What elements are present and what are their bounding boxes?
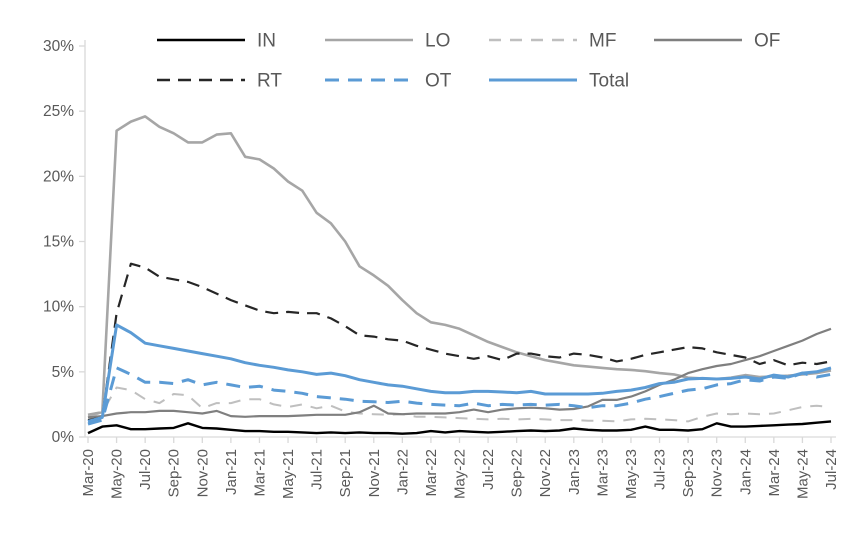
- legend-label-Total: Total: [589, 71, 629, 92]
- x-axis-tick-label: May-22: [452, 449, 469, 499]
- x-axis-tick-label: Nov-21: [366, 449, 383, 497]
- legend-label-OT: OT: [425, 71, 452, 92]
- x-axis-tick-label: Jul-23: [652, 449, 669, 490]
- y-axis-tick-label: 30%: [43, 38, 74, 55]
- x-axis-tick-label: Sep-20: [166, 449, 183, 497]
- x-axis-tick-label: Jan-22: [394, 449, 411, 495]
- y-axis-tick-label: 10%: [43, 299, 74, 316]
- x-axis-tick-label: Jan-21: [223, 449, 240, 495]
- x-axis-tick-label: Jul-24: [823, 449, 840, 490]
- series-line-RT: [87, 262, 832, 422]
- series-line-LO: [87, 115, 832, 417]
- x-axis-tick-label: Jul-21: [309, 449, 326, 490]
- x-axis-tick-label: Jan-23: [566, 449, 583, 495]
- legend-item-IN: IN: [157, 31, 276, 52]
- x-axis-tick-label: Jul-20: [137, 449, 154, 490]
- x-axis-tick-label: Nov-23: [709, 449, 726, 497]
- x-axis-tick-label: Mar-21: [251, 449, 268, 497]
- x-axis-tick-label: Mar-24: [766, 449, 783, 497]
- x-axis-tick-label: May-24: [794, 449, 811, 499]
- x-axis-tick-label: Sep-21: [337, 449, 354, 497]
- x-axis-tick-label: May-23: [623, 449, 640, 499]
- series-line-MF: [87, 386, 832, 423]
- legend-item-OF: OF: [654, 31, 780, 52]
- legend-item-RT: RT: [157, 71, 282, 92]
- x-axis-tick-label: Sep-22: [509, 449, 526, 497]
- legend-label-OF: OF: [754, 31, 780, 52]
- y-axis-tick-label: 5%: [52, 364, 75, 381]
- x-axis-tick-label: Nov-22: [537, 449, 554, 497]
- x-axis-tick-label: Nov-20: [194, 449, 211, 497]
- series-line-OT: [87, 366, 832, 426]
- x-axis-tick-label: Jul-22: [480, 449, 497, 490]
- series-line-OF: [87, 327, 832, 419]
- x-axis-tick-label: May-21: [280, 449, 297, 499]
- legend-item-MF: MF: [489, 31, 616, 52]
- series-line-IN: [87, 420, 832, 435]
- legend-label-IN: IN: [257, 31, 276, 52]
- y-axis-tick-label: 0%: [52, 429, 75, 446]
- legend-label-MF: MF: [589, 31, 616, 52]
- y-axis-tick-label: 20%: [43, 168, 74, 185]
- series-line-Total: [87, 323, 832, 423]
- legend-item-LO: LO: [325, 31, 450, 52]
- legend-item-Total: Total: [489, 71, 629, 92]
- x-axis-tick-label: Mar-23: [594, 449, 611, 497]
- x-axis-tick-label: May-20: [109, 449, 126, 499]
- y-axis-tick-label: 15%: [43, 234, 74, 251]
- x-axis-tick-label: Mar-22: [423, 449, 440, 497]
- x-axis-tick-label: Mar-20: [80, 449, 97, 497]
- legend-item-OT: OT: [325, 71, 452, 92]
- x-axis-tick-label: Jan-24: [737, 449, 754, 495]
- x-axis-tick-label: Sep-23: [680, 449, 697, 497]
- y-axis-tick-label: 25%: [43, 103, 74, 120]
- legend-label-LO: LO: [425, 31, 450, 52]
- legend-label-RT: RT: [257, 71, 282, 92]
